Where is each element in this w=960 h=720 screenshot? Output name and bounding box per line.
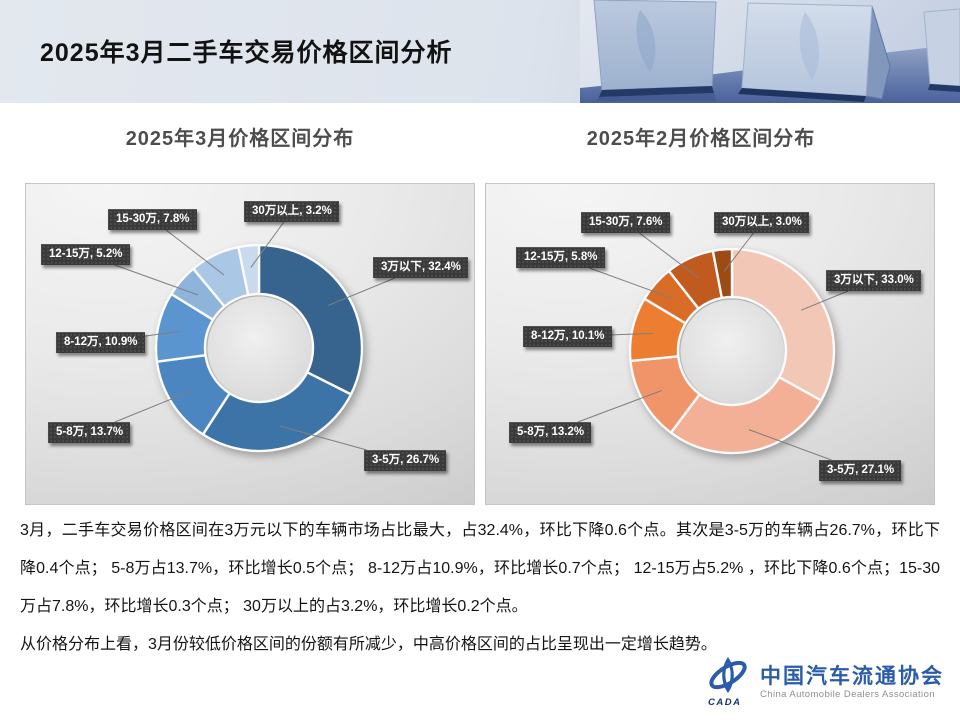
svg-text:CADA: CADA [708,697,741,708]
cubes-graphic [580,0,960,103]
callout-line [801,290,849,311]
logo-name-en: China Automobile Dealers Association [760,688,935,700]
analysis-text: 3月，二手车交易价格区间在3万元以下的车辆市场占比最大，占32.4%，环比下降0… [20,512,940,664]
slice-callout-label: 8-12万, 10.1% [523,326,612,347]
slice-callout-label: 3-5万, 27.1% [819,460,902,481]
slice-callout-label: 5-8万, 13.2% [509,422,592,443]
callout-line [724,232,754,272]
callout-line [611,332,654,336]
donut-chart-march: 3万以下, 32.4% 3-5万, 26.7% 5-8万, 13.7% 8-12万, … [25,183,475,505]
donut-hole [207,296,311,400]
logo-name-cn: 中国汽车流通协会 [760,664,944,689]
slice-callout-label: 30万以上, 3.2% [244,201,339,222]
donut-plot [114,221,396,453]
header: 2025年3月二手车交易价格区间分析 [0,0,960,103]
callout-line [114,264,199,296]
callout-line [327,277,396,307]
slice-callout-label: 30万以上, 3.0% [714,212,809,233]
analysis-paragraph-1: 3月，二手车交易价格区间在3万元以下的车辆市场占比最大，占32.4%，环比下降0… [20,522,940,615]
callout-line [577,389,663,423]
donut-chart-february: 3万以下, 33.0% 3-5万, 27.1% 5-8万, 13.2% 8-12万, … [485,183,935,505]
callout-line [114,390,191,423]
callout-line [639,232,699,279]
chart-title-march: 2025年3月价格区间分布 [125,128,355,150]
callout-line [280,425,367,451]
slice-callout-label: 15-30万, 7.6% [581,212,670,233]
callout-line [589,267,672,299]
callout-line [250,221,285,268]
chart-title-february: 2025年2月价格区间分布 [586,128,816,150]
logo-text: 中国汽车流通协会 China Automobile Dealers Associ… [760,664,944,699]
donut-hole [680,299,784,403]
slice-callout-label: 8-12万, 10.9% [56,332,145,353]
slice-callout-label: 15-30万, 7.8% [108,209,197,230]
callout-line [165,229,225,276]
donut-slice [237,243,261,297]
slice-callout-label: 12-15万, 5.8% [516,247,605,268]
slice-callout-label: 5-8万, 13.7% [48,422,131,443]
cada-emblem-icon: CADA [708,657,747,708]
callout-line [748,429,832,461]
slice-callout-label: 12-15万, 5.2% [41,244,130,265]
donut-slice [669,376,823,455]
slice-callout-label: 3万以下, 33.0% [826,270,921,291]
donut-plot [577,232,849,461]
page-title: 2025年3月二手车交易价格区间分析 [40,39,453,67]
donut-slice [730,247,836,402]
slice-callout-label: 3-5万, 26.7% [364,450,447,471]
callout-line [144,330,180,337]
slice-callout-label: 3万以下, 32.4% [373,257,468,278]
org-logo: CADA 中国汽车流通协会 China Automobile Dealers A… [705,656,944,708]
donut-slice [257,243,364,396]
donut-slice [201,371,353,453]
analysis-paragraph-2: 从价格分布上看，3月份较低价格区间的份额有所减少，中高价格区间的占比呈现出一定增… [20,636,717,653]
donut-slice [711,247,734,300]
